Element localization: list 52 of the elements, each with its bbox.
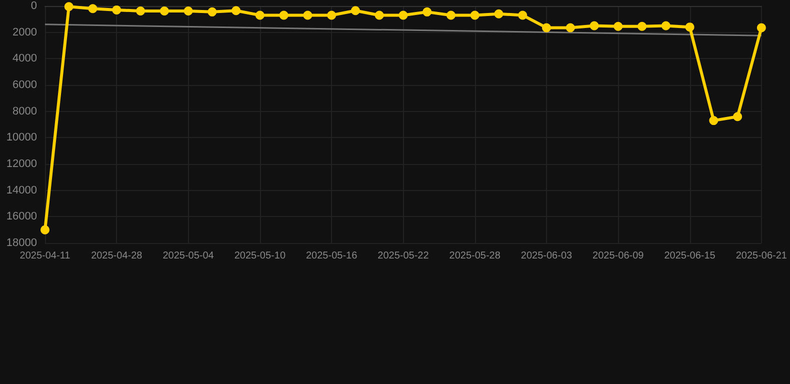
point [494, 9, 504, 18]
x-tick-label: 2025-05-10 [234, 250, 286, 262]
y-tick-label: 4000 [12, 52, 37, 65]
y-tick-label: 18000 [6, 237, 37, 249]
x-tick-label: 2025-05-28 [449, 250, 501, 262]
point [398, 10, 408, 20]
y-tick-label: 12000 [6, 158, 37, 170]
y-tick-label: 10000 [6, 132, 37, 144]
point [590, 21, 599, 30]
point [470, 10, 480, 20]
x-tick-label: 2025-06-09 [592, 250, 644, 262]
point [350, 6, 360, 16]
x-tick-label: 2025-05-22 [378, 250, 430, 262]
point [279, 10, 288, 20]
point [756, 23, 766, 32]
y-tick-label: 2000 [12, 26, 37, 38]
y-tick-label: 6000 [12, 79, 37, 91]
x-tick-label: 2025-06-21 [736, 250, 788, 262]
y-tick-label: 16000 [6, 210, 37, 223]
point [136, 6, 146, 16]
point [542, 23, 551, 32]
point [184, 6, 193, 16]
point [446, 10, 456, 20]
point [638, 22, 647, 31]
y-tick-label: 8000 [12, 105, 37, 118]
x-tick-label: 2025-06-03 [520, 250, 573, 262]
point [685, 22, 694, 32]
x-tick-label: 2025-05-04 [162, 250, 214, 262]
point [518, 10, 528, 20]
point [255, 10, 264, 20]
point [614, 22, 623, 31]
point [160, 6, 169, 16]
y-tick-label: 14000 [6, 184, 37, 196]
point [327, 10, 336, 20]
point [88, 4, 98, 14]
x-tick-label: 2025-06-15 [664, 250, 716, 262]
point [566, 23, 575, 32]
point [661, 21, 670, 30]
point [208, 7, 217, 16]
x-tick-label: 2025-04-28 [91, 250, 143, 262]
point [709, 116, 718, 126]
y-tick-label: 0 [30, 0, 37, 12]
point [40, 225, 50, 234]
point [733, 112, 742, 122]
x-tick-label: 2025-05-16 [306, 250, 358, 262]
point [112, 5, 122, 14]
point [422, 7, 432, 16]
x-tick-label: 2025-04-11 [20, 250, 71, 262]
point [374, 10, 384, 20]
point [64, 2, 74, 12]
point [303, 10, 312, 20]
point [232, 6, 241, 16]
